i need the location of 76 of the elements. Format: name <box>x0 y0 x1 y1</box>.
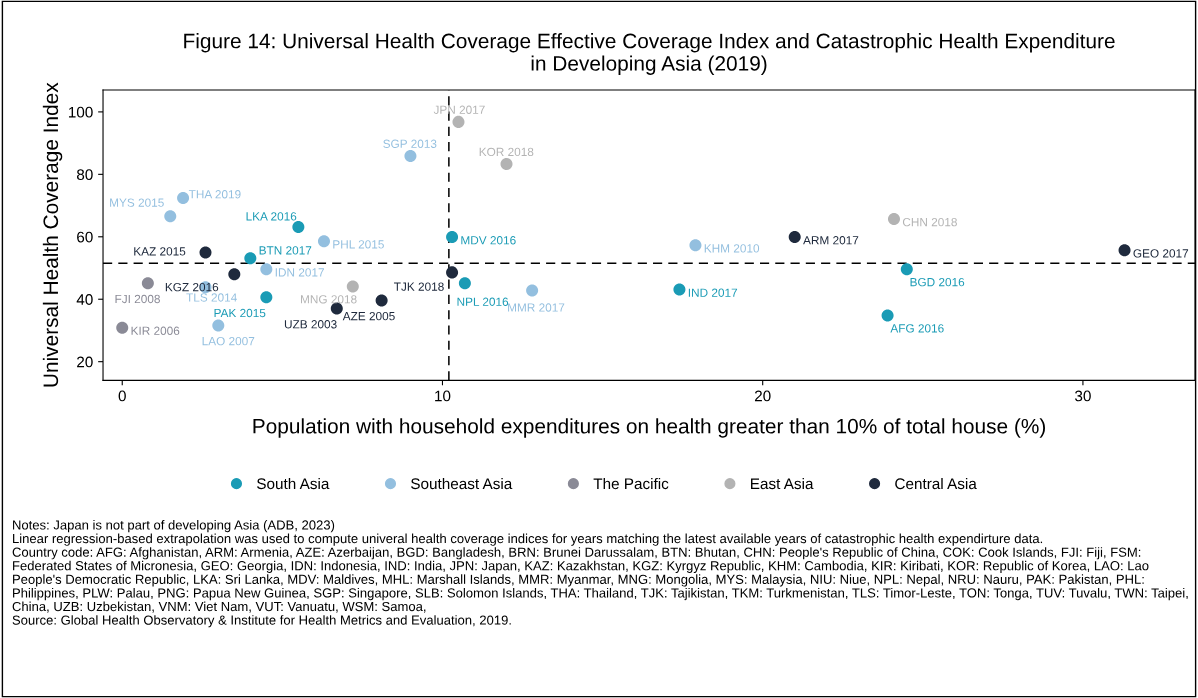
legend-label: Southeast Asia <box>411 477 513 490</box>
x-axis-title: Population with household expenditures on health greater than 10% of total house (%) <box>253 418 1046 438</box>
legend-label: South Asia <box>257 477 330 490</box>
annotation: PHL 2015 <box>333 240 384 249</box>
point <box>260 263 273 276</box>
x-tick-label: 0 <box>118 390 126 402</box>
annotation: KHM 2010 <box>704 244 760 253</box>
point <box>212 319 225 332</box>
x-tick-label: 30 <box>1075 390 1091 402</box>
annotation: TJK 2018 <box>394 282 444 291</box>
annotation: MNG 2018 <box>301 295 357 304</box>
annotation: ARM 2017 <box>803 236 859 245</box>
point <box>881 309 894 322</box>
point <box>228 268 241 281</box>
annotation: IND 2017 <box>688 288 738 297</box>
y-tick-label: 40 <box>76 294 93 305</box>
point <box>141 277 154 290</box>
annotation: NPL 2016 <box>457 297 509 306</box>
point <box>500 158 513 171</box>
x-tick-label: 20 <box>754 390 771 402</box>
annotation: TLS 2014 <box>186 293 237 302</box>
annotation: KIR 2006 <box>131 326 180 335</box>
point <box>452 115 465 128</box>
y-tick-label: 100 <box>68 106 93 118</box>
annotation: FJI 2008 <box>115 294 160 304</box>
annotation: GEO 2017 <box>1133 249 1189 258</box>
annotation: MYS 2015 <box>110 198 164 207</box>
annotation: MDV 2016 <box>461 236 516 245</box>
point <box>177 192 190 205</box>
annotation: KOR 2018 <box>479 147 534 157</box>
point <box>375 294 388 307</box>
chart-title: Figure 14: Universal Health Coverage Effective Coverage Index and Catastrophic Health Expenditure in Developing Asia (2019) <box>184 33 1115 75</box>
text: Notes: Japan is not part of developing Asia (ADB, 2023) Linear regression-based extrapolation was used to compute univeral health coverage indices for years matching the latest available years of catastrophic health expendirture data. Country code: AFG: Afghanistan, ARM: Armenia, AZE: Azerbaijan, BGD: Bangladesh, BRN: Brunei Darussalam, BTN: Bhutan, CHN: People's Republic of China, COK: Cook Islands, FJI: Fiji, FSM: Federated States of Micronesia, GEO: Georgia, IDN: Indonesia, IND: India, JPN: Japan, KAZ: Kazakhstan, KGZ: Kyrgyz Republic, KHM: Cambodia, KIR: Kiribati, KOR: Republic of Korea, LAO: Lao People's Democratic Republic, LKA: Sri Lanka, MDV: Maldives, MHL: Marshall Islands, MMR: Myanmar, MNG: Mongolia, MYS: Malaysia, NIU: Niue, NPL: Nepal, NRU: Nauru, PAK: Pakistan, PHL: Philippines, PLW: Palau, PNG: Papua New Guinea, SGP: Singapore, SLB: Solomon Islands, THA: Thailand, TJK: Tajikistan, TKM: Turkmenistan, TLS: Timor-Leste, TON: Tonga, TUV: Tuvalu, TWN: Taipei, China, UZB: Uzbekistan, VNM: Viet Nam, VUT: Vanuatu, WSM: Samoa, Source: Global Health Observatory & Institute for Health Metrics and Evaluation, 2019. <box>12 520 1188 628</box>
annotation: IDN 2017 <box>275 268 324 277</box>
annotation: UZB 2003 <box>284 320 337 329</box>
point <box>446 266 459 279</box>
annotation: KAZ 2015 <box>134 247 186 256</box>
legend-label: The Pacific <box>593 477 669 490</box>
annotation: THA 2019 <box>188 190 241 199</box>
point <box>446 231 459 244</box>
annotation: LKA 2016 <box>246 212 297 221</box>
annotation: PAK 2015 <box>214 308 266 318</box>
annotation: AZE 2005 <box>342 311 395 321</box>
y-tick-label: 80 <box>76 169 93 181</box>
point <box>260 291 273 304</box>
point <box>887 212 900 225</box>
point <box>317 235 330 248</box>
point <box>244 252 257 265</box>
annotation: LAO 2007 <box>202 336 255 346</box>
annotation: KGZ 2016 <box>165 282 219 292</box>
point <box>788 231 801 244</box>
point <box>164 210 177 223</box>
annotation: CHN 2018 <box>902 217 957 227</box>
annotation: SGP 2013 <box>383 139 437 148</box>
annotation: AFG 2016 <box>890 324 944 333</box>
point <box>404 149 417 162</box>
legend-label: Central Asia <box>895 477 977 490</box>
annotation: BTN 2017 <box>259 246 312 255</box>
y-axis-title: Universal Health Coverage Index <box>42 82 63 387</box>
x-tick-label: 10 <box>435 390 451 402</box>
annotation: MMR 2017 <box>508 303 565 312</box>
point <box>292 221 305 234</box>
point <box>673 283 686 296</box>
point <box>346 280 359 293</box>
point <box>458 277 471 290</box>
point <box>900 263 913 276</box>
y-tick-label: 20 <box>77 356 93 368</box>
point <box>689 239 702 252</box>
point <box>116 321 129 334</box>
point <box>526 284 539 297</box>
y-tick-label: 60 <box>77 231 93 243</box>
point <box>199 246 212 259</box>
point <box>1118 244 1131 257</box>
annotation: JPN 2017 <box>433 105 485 114</box>
annotation: BGD 2016 <box>910 277 965 287</box>
legend-label: East Asia <box>751 477 814 490</box>
